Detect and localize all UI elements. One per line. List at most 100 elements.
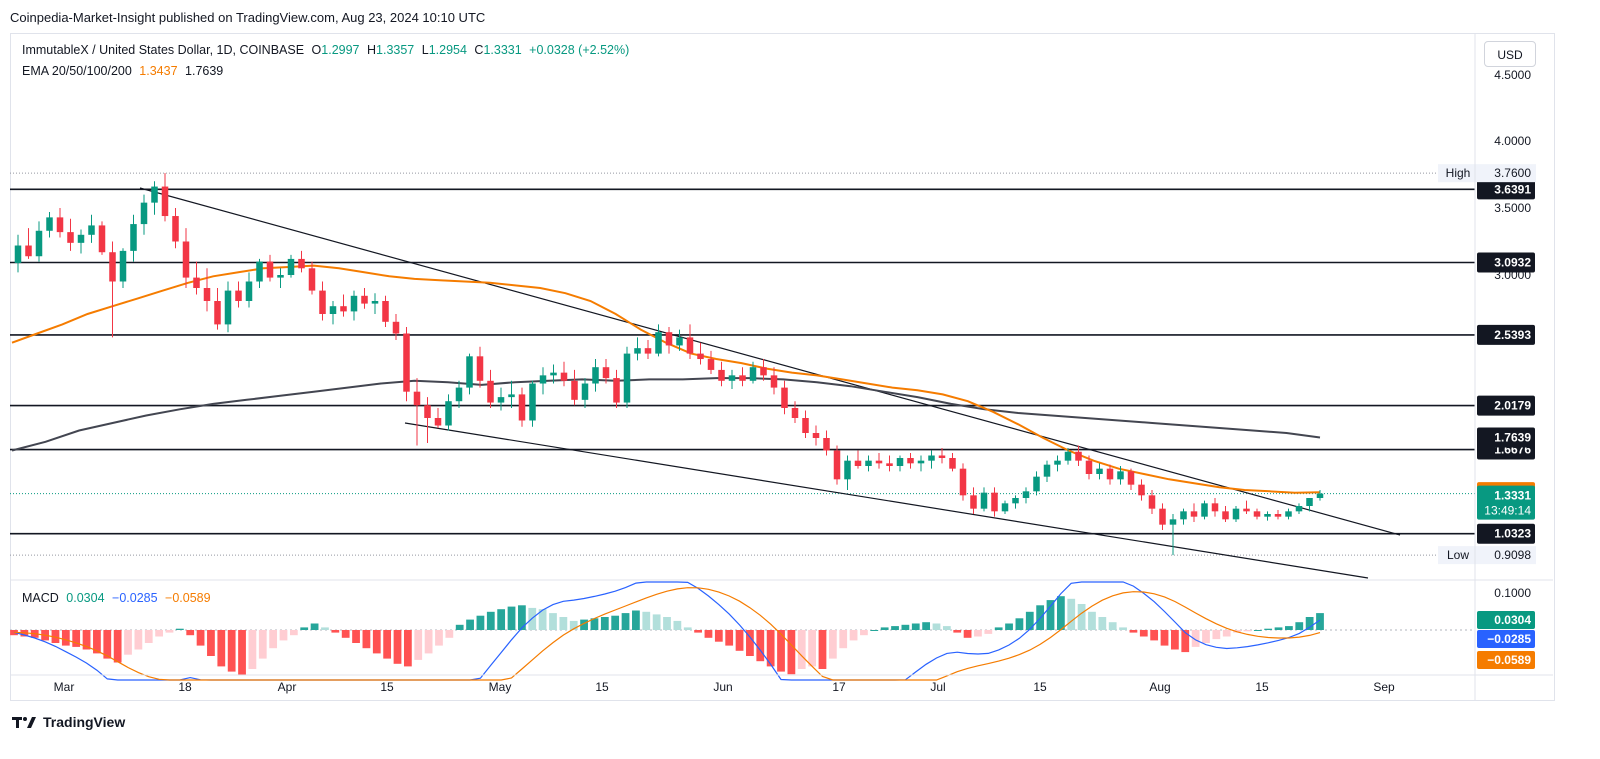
candle-body — [77, 234, 85, 243]
candle-body — [571, 380, 578, 400]
candle-body — [161, 186, 169, 217]
macd-histogram-bar — [974, 630, 982, 637]
macd-badge — [1477, 651, 1535, 669]
close-label: C — [474, 43, 484, 57]
candle-body — [1180, 511, 1187, 520]
publish-header: Coinpedia-Market-Insight published on Tr… — [10, 10, 486, 25]
candle-body — [109, 252, 116, 282]
macd-histogram-bar — [61, 630, 70, 646]
macd-histogram-bar — [746, 630, 754, 656]
time-tick-label: Jun — [713, 680, 732, 694]
currency-button[interactable]: USD — [1484, 41, 1536, 67]
candle-body — [907, 458, 914, 464]
candle-body — [182, 241, 190, 278]
candle-body — [1127, 471, 1135, 485]
candle-body — [802, 418, 809, 433]
macd-histogram-bar — [403, 630, 412, 667]
candle-body — [497, 397, 505, 403]
macd-histogram-bar — [1316, 613, 1324, 630]
macd-histogram-bar — [331, 630, 340, 633]
macd-histogram-bar — [507, 606, 516, 630]
candle-body — [1285, 511, 1292, 517]
close-value: 1.3331 — [483, 43, 522, 57]
macd-histogram-bar — [1005, 623, 1013, 630]
macd-histogram-bar — [486, 611, 495, 630]
macd-histogram-bar — [1243, 630, 1252, 632]
candle-body — [1033, 476, 1040, 492]
candle-body — [214, 301, 221, 325]
candle-body — [413, 391, 421, 406]
candle-body — [476, 356, 484, 381]
candle-body — [403, 333, 410, 392]
macd-histogram-bar — [466, 619, 474, 630]
candle-body — [1316, 493, 1324, 498]
price-tick-label: 3.5000 — [1494, 201, 1531, 215]
macd-histogram-bar — [953, 630, 962, 633]
ema200-badge-text: 1.7639 — [1494, 431, 1531, 445]
macd-histogram-bar — [414, 630, 423, 660]
macd-histogram-bar — [777, 630, 785, 672]
candle-body — [1064, 451, 1072, 461]
symbol-legend: ImmutableX / United States Dollar, 1D, C… — [22, 43, 633, 57]
candle-body — [1148, 495, 1156, 509]
candle-body — [445, 401, 452, 426]
candle-body — [655, 332, 662, 354]
time-tick-label: 15 — [1033, 680, 1047, 694]
candle-body — [455, 387, 463, 402]
candle-body — [844, 460, 851, 480]
candle-body — [361, 295, 368, 304]
candle-body — [718, 369, 725, 381]
candle-body — [119, 250, 127, 282]
macd-histogram-bar — [1171, 630, 1179, 650]
macd-histogram-bar — [310, 623, 319, 630]
candle-body — [466, 356, 473, 388]
tradingview-footer: TradingView — [12, 714, 125, 730]
price-tick-label: 3.0000 — [1494, 268, 1531, 282]
macd-histogram-bar — [207, 630, 215, 656]
macd-histogram-bar — [1129, 630, 1138, 633]
candle-body — [1043, 464, 1051, 477]
candle-body — [791, 408, 799, 418]
candle-body — [1211, 503, 1219, 512]
macd-histogram-bar — [279, 630, 288, 641]
candle-body — [1012, 498, 1019, 504]
macd-histogram-bar — [984, 630, 993, 634]
macd-histogram-bar — [621, 613, 630, 630]
candle-body — [1306, 498, 1313, 506]
candle-body — [602, 367, 610, 379]
macd-histogram-bar — [632, 610, 640, 630]
macd-histogram-bar — [1150, 630, 1159, 641]
macd-histogram-bar — [1077, 604, 1086, 630]
last-price-badge — [1477, 485, 1535, 520]
macd-histogram-bar — [891, 626, 899, 630]
macd-histogram-bar — [922, 622, 931, 630]
macd-histogram-bar — [735, 630, 744, 651]
macd-histogram-bar — [1253, 630, 1262, 631]
time-tick-label: Mar — [54, 680, 75, 694]
candle-body — [1075, 451, 1082, 461]
macd-histogram-bar — [1191, 630, 1200, 647]
candle-body — [350, 295, 358, 312]
candle-body — [203, 288, 211, 301]
macd-badge-text: −0.0285 — [1487, 632, 1531, 646]
ema200-badge — [1477, 427, 1535, 448]
candle-body — [676, 337, 683, 346]
level-badge — [1477, 395, 1535, 416]
macd-histogram-bar — [839, 630, 848, 649]
candle-body — [1232, 508, 1240, 520]
macd-histogram-bar — [227, 630, 236, 672]
candle-body — [56, 217, 64, 233]
macd-signal-value: −0.0589 — [165, 591, 211, 605]
macd-histogram-bar — [82, 630, 91, 650]
candle-body — [707, 359, 715, 370]
candle-body — [1159, 508, 1166, 525]
candle-body — [130, 224, 137, 251]
macd-histogram-bar — [1015, 618, 1024, 630]
candle-body — [1201, 503, 1208, 517]
macd-histogram-bar — [435, 630, 443, 646]
macd-histogram-bar — [549, 613, 557, 630]
macd-histogram-bar — [766, 630, 775, 667]
macd-histogram-bar — [124, 630, 132, 655]
candle-body — [634, 348, 641, 354]
macd-histogram-bar — [175, 628, 184, 630]
